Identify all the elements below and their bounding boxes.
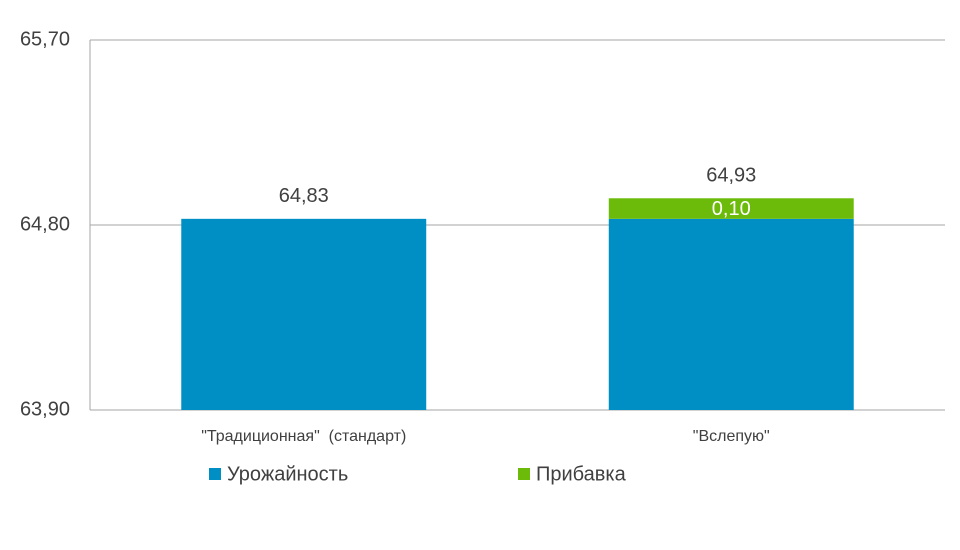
bar-segment [181, 218, 427, 410]
total-label: 64,93 [706, 165, 756, 187]
value-label: 0,10 [712, 198, 751, 220]
legend-label: Прибавка [536, 463, 627, 485]
bar-segment [608, 198, 854, 219]
y-tick-label: 63,90 [20, 398, 70, 420]
legend-swatch [209, 468, 221, 480]
legend-swatch [518, 468, 530, 480]
x-tick-label: "Традиционная" (стандарт) [201, 428, 406, 445]
y-tick-label: 65,70 [20, 28, 70, 50]
legend-label: Урожайность [227, 463, 348, 485]
total-label: 64,83 [279, 185, 329, 207]
y-tick-label: 64,80 [20, 213, 70, 235]
bar-segment [608, 218, 854, 410]
x-tick-label: "Вслепую" [693, 428, 770, 445]
